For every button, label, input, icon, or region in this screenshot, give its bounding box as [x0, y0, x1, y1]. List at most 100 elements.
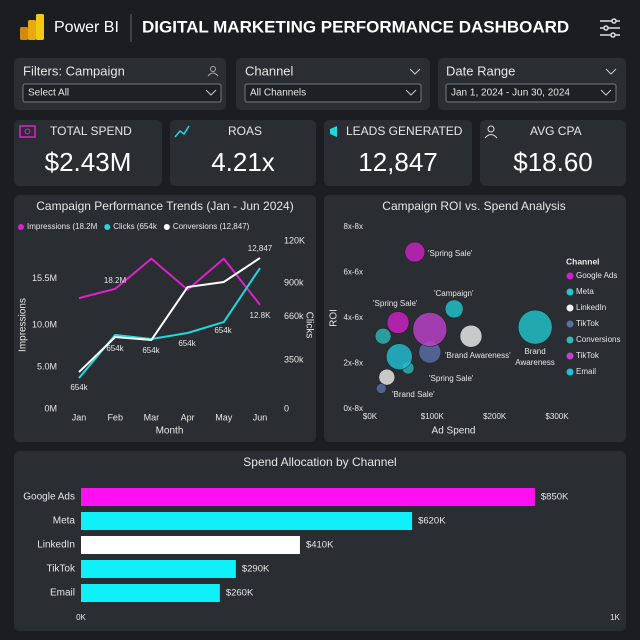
bubble [412, 312, 448, 347]
y-tick-label: 4x-6x [343, 313, 363, 322]
bar [81, 560, 236, 578]
y-tick-label: 0x-8x [343, 404, 363, 413]
brand: Power BI [54, 19, 119, 36]
chevron[interactable] [605, 68, 617, 75]
legend-label: Conversions [576, 335, 620, 344]
menu-knob [611, 18, 617, 24]
y-tick-label: 10.0M [32, 319, 57, 329]
money-icon [19, 125, 36, 138]
logo [20, 14, 44, 40]
bubble [378, 368, 396, 386]
chart-title: Campaign Performance Trends (Jan - Jun 2… [36, 199, 293, 213]
y-axis-label: Impressions [18, 298, 29, 352]
y-tick-label: 15.5M [32, 273, 57, 283]
annotation: 'Campaign' [434, 289, 474, 298]
category-label: LinkedIn [37, 540, 75, 551]
dropdown[interactable] [445, 83, 617, 103]
line [78, 257, 261, 373]
chevron [600, 89, 612, 96]
annotation: 'Brand Sale' [392, 390, 435, 399]
x-tick-label: Jun [253, 412, 268, 422]
category-label: Meta [53, 516, 76, 527]
menu-icon[interactable] [600, 18, 620, 38]
kpi-card [480, 120, 626, 186]
kpi-label: ROAS [228, 124, 262, 138]
kpi-value: 12,847 [358, 147, 438, 177]
x-tick-label: Mar [144, 412, 160, 422]
dropdown-value: All Channels [250, 88, 306, 99]
y-tick-label: 2x-8x [343, 359, 363, 368]
x-axis-label: Ad Spend [432, 426, 476, 437]
kpi-value: $18.60 [513, 147, 593, 177]
category-label: Email [50, 588, 75, 599]
legend-marker [566, 304, 574, 312]
filter-label: Date Range [446, 63, 515, 78]
annotation: 12,847 [248, 244, 273, 253]
legend-label: Google Ads [576, 271, 617, 280]
category-label: TikTok [46, 564, 76, 575]
value-label: $410K [306, 540, 334, 551]
value-label: $850K [541, 492, 569, 503]
annotation: 654k [178, 339, 196, 348]
dashboard-title: DIGITAL MARKETING PERFORMANCE DASHBOARD [142, 17, 569, 36]
dropdown-value: Jan 1, 2024 - Jun 30, 2024 [451, 88, 570, 99]
value-label: $290K [242, 564, 270, 575]
bar [81, 536, 300, 554]
y-tick-label: 6x-6x [343, 268, 363, 277]
annotation: 'Spring Sale' [428, 249, 473, 258]
category-label: Google Ads [23, 492, 75, 503]
kpi-value: $2.43M [45, 147, 132, 177]
x-tick-label: 0K [76, 613, 86, 622]
x-tick-label: 1K [610, 613, 620, 622]
dropdown[interactable] [22, 83, 222, 103]
chevron[interactable] [409, 68, 421, 75]
legend-marker [18, 224, 24, 230]
x-tick-label: $100K [421, 412, 445, 421]
kpi-label: AVG CPA [530, 124, 582, 138]
legend-label: Impressions (18.2M [27, 222, 98, 231]
dropdown[interactable] [244, 83, 422, 103]
legend-marker [163, 224, 170, 230]
dropdown-value: Select All [28, 88, 69, 99]
value-label: $260K [226, 588, 254, 599]
bubble [375, 383, 387, 394]
bubble [374, 327, 392, 345]
kpi-card [14, 120, 162, 186]
y-tick-label: 5.0M [37, 361, 57, 371]
annotation: 654k [70, 383, 88, 392]
annotation: 'Spring Sale' [373, 299, 418, 308]
user-icon [207, 72, 219, 77]
legend-title: Channel [566, 256, 600, 266]
annotation: 'Spring Sale' [429, 374, 474, 383]
bubble [517, 309, 553, 345]
annotation: 12.8K [250, 311, 272, 320]
logo-bar [28, 20, 36, 40]
annotation: 654k [142, 346, 160, 355]
x-tick-label: $0K [363, 412, 378, 421]
chevron [205, 89, 217, 96]
y-tick-label: 8x-8x [343, 222, 363, 231]
legend-marker [104, 224, 111, 230]
legend-marker [566, 368, 574, 376]
menu-knob [610, 32, 616, 38]
annotation: Awareness [515, 358, 554, 367]
annotation: Brand [524, 347, 545, 356]
filter-label: Filters: Campaign [23, 63, 125, 78]
legend-label: Meta [576, 287, 594, 296]
y2-tick-label: 350k [284, 354, 304, 364]
annotation: 654k [106, 344, 124, 353]
bar [81, 584, 220, 602]
x-tick-label: $300K [545, 412, 569, 421]
bubble [404, 241, 426, 263]
megaphone-icon [330, 126, 337, 137]
x-tick-label: Jan [72, 412, 87, 422]
legend-label: Email [576, 367, 596, 376]
kpi-value: 4.21x [211, 147, 275, 177]
x-tick-label: May [215, 412, 233, 422]
bubble [459, 324, 483, 348]
legend-label: TikTok [576, 319, 600, 328]
annotation: 18.2M [104, 276, 127, 285]
annotation: 'Brand Awareness' [445, 351, 511, 360]
bubble [386, 311, 410, 334]
